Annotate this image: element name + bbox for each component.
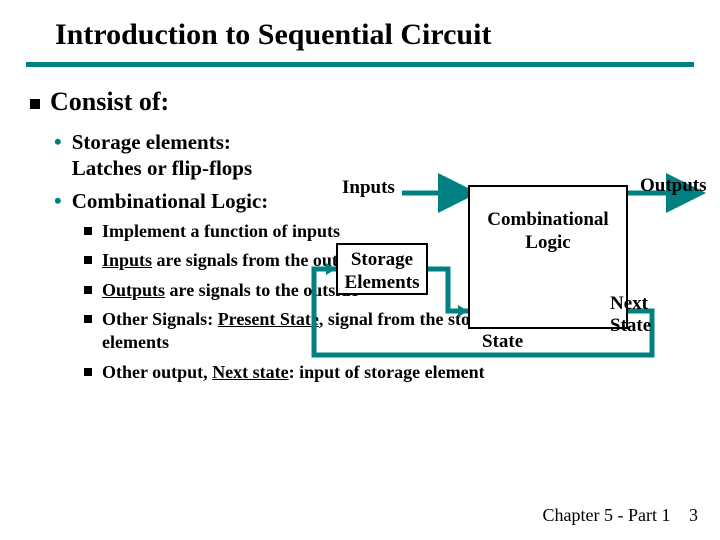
square-bullet-icon [84, 256, 92, 264]
state-label: State [482, 331, 523, 353]
chapter-label: Chapter 5 - Part 1 [543, 505, 671, 525]
outputs-label: Outputs [640, 175, 707, 197]
dot-bullet-icon: • [54, 188, 62, 214]
section-heading-text: Consist of: [50, 87, 169, 117]
combinational-logic-box: Combinational Logic [468, 185, 628, 329]
nextstate-label: Next [610, 293, 648, 315]
square-bullet-icon [84, 286, 92, 294]
title-rule [26, 62, 694, 67]
sub1-item: • Storage elements: Latches or flip-flop… [54, 129, 720, 182]
sub1-text: Combinational Logic: [72, 188, 269, 214]
page-title: Introduction to Sequential Circuit [0, 0, 720, 62]
footer: Chapter 5 - Part 1 3 [543, 505, 698, 526]
nextstate-label: State [610, 315, 651, 337]
sub1-text: Storage elements: Latches or flip-flops [72, 129, 252, 182]
square-bullet-icon [84, 368, 92, 376]
square-bullet-icon [84, 227, 92, 235]
section-heading: Consist of: [30, 87, 720, 117]
inputs-label: Inputs [342, 177, 395, 199]
dot-bullet-icon: • [54, 129, 62, 155]
square-bullet-icon [30, 99, 40, 109]
content-area: Consist of: • Storage elements: Latches … [0, 87, 720, 384]
storage-elements-box: Storage Elements [336, 243, 428, 295]
sequential-circuit-diagram: Combinational Logic Storage Elements Inp… [300, 179, 720, 369]
square-bullet-icon [84, 315, 92, 323]
page-number: 3 [689, 505, 698, 525]
